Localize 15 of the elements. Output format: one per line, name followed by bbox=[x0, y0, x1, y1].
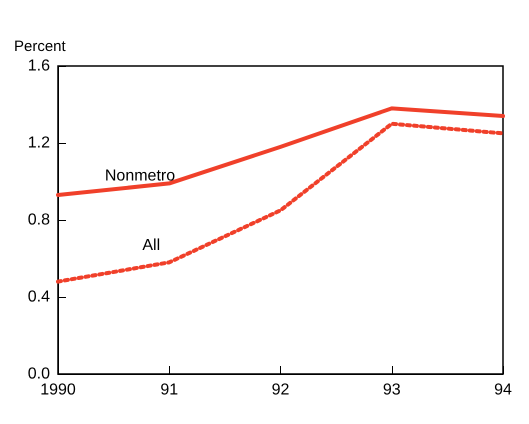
y-axis-title: Percent bbox=[14, 38, 67, 55]
x-tick-label: 94 bbox=[494, 382, 512, 398]
x-tick-label: 91 bbox=[160, 382, 178, 398]
y-tick-label: 1.6 bbox=[28, 58, 50, 74]
y-tick-label: 0.4 bbox=[28, 288, 50, 306]
y-tick-label: 0.8 bbox=[28, 212, 50, 228]
y-tick-label: 1.2 bbox=[28, 134, 50, 152]
series-label: Nonmetro bbox=[104, 167, 176, 184]
y-tick-label: 0.0 bbox=[28, 366, 50, 382]
line-series bbox=[56, 106, 505, 197]
line-series bbox=[56, 122, 505, 284]
series-label: All bbox=[142, 236, 160, 254]
x-tick-label: 1990 bbox=[40, 382, 76, 398]
x-tick-label: 93 bbox=[382, 382, 401, 398]
x-tick-label: 92 bbox=[272, 382, 290, 398]
